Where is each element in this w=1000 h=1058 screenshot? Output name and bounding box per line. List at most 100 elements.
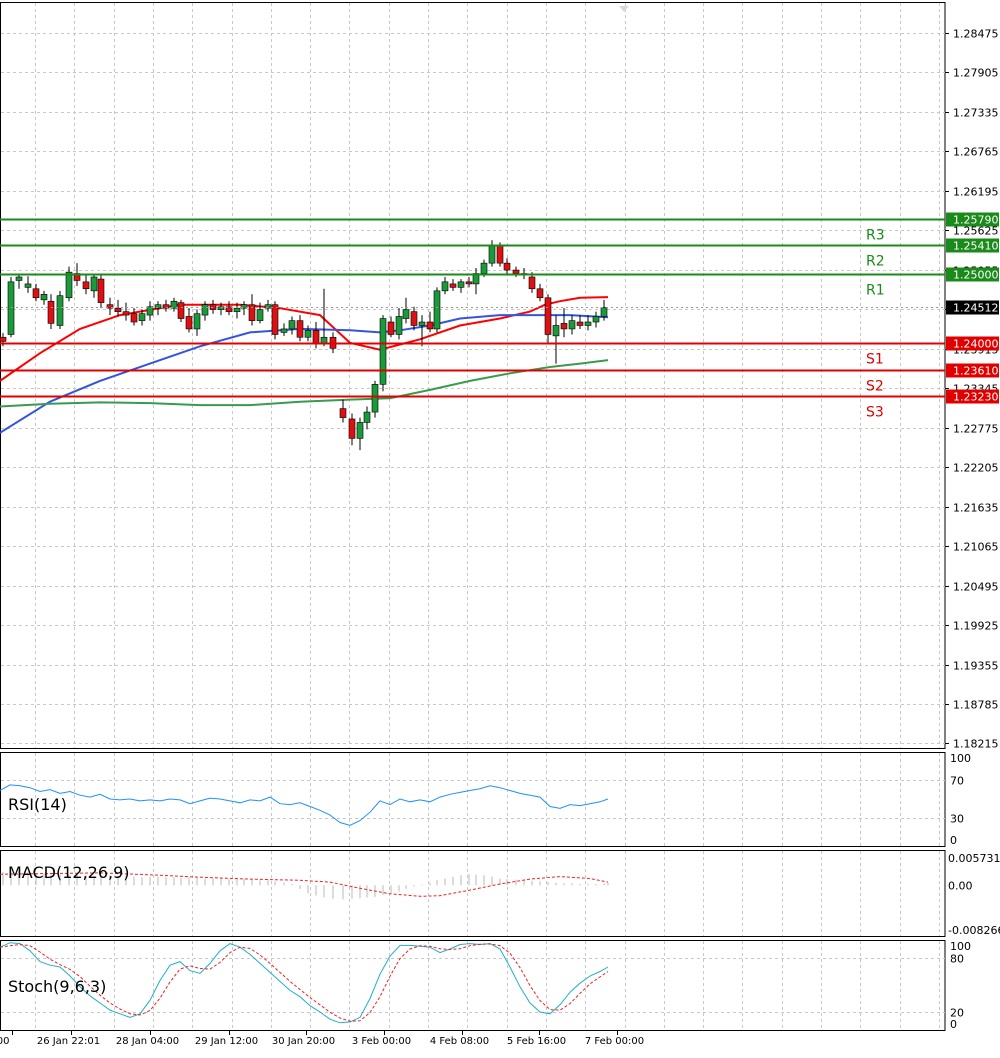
candle-body xyxy=(320,336,328,344)
candle-body xyxy=(162,304,170,309)
x-tick-label: 16:00 xyxy=(0,1036,10,1047)
y-tick-label: 1.28475 xyxy=(953,28,999,41)
x-tick-label: 30 Jan 20:00 xyxy=(272,1036,335,1047)
candle-body xyxy=(387,321,395,335)
x-tick-label: 29 Jan 12:00 xyxy=(195,1036,258,1047)
candle-body xyxy=(339,408,347,418)
candle-body xyxy=(544,297,552,335)
x-tick-label: 5 Feb 16:00 xyxy=(507,1036,566,1047)
candle-body xyxy=(592,316,600,323)
candle-body xyxy=(480,262,488,274)
y-tick-label: 1.18785 xyxy=(953,699,999,712)
level-name-R3: R3 xyxy=(866,228,885,244)
candle-body xyxy=(280,328,288,333)
candle-body xyxy=(496,245,504,264)
level-price-tag-S3 xyxy=(946,389,999,404)
candle-body xyxy=(82,281,90,290)
candle-body xyxy=(233,307,241,312)
level-price-tag-R2 xyxy=(946,238,999,253)
candle-body xyxy=(32,288,40,299)
x-tick-label: 4 Feb 08:00 xyxy=(430,1036,489,1047)
candle-body xyxy=(225,306,233,312)
macd-label: MACD(12,26,9) xyxy=(8,863,130,882)
x-tick-label: 3 Feb 00:00 xyxy=(352,1036,411,1047)
candle-body xyxy=(426,321,434,330)
candle-body xyxy=(97,278,105,303)
level-price-label-R3: 1.25790 xyxy=(953,214,999,227)
candle-body xyxy=(90,276,98,292)
candle-body xyxy=(457,281,465,288)
candle-body xyxy=(402,309,410,319)
candle-body xyxy=(122,311,130,316)
candle-body xyxy=(441,281,449,292)
moving-average-line-1 xyxy=(0,314,609,434)
level-price-tag-R1 xyxy=(946,267,999,282)
rsi-line xyxy=(0,784,609,826)
rsi-y-tick-label: 70 xyxy=(950,775,964,788)
candle-body xyxy=(170,300,178,309)
y-tick-label: 1.21635 xyxy=(953,502,999,515)
macd-y-tick-label: 0.005731 xyxy=(948,852,1000,865)
rsi-y-tick-label: 0 xyxy=(950,834,957,847)
current-price-label: 1.24512 xyxy=(953,302,999,315)
x-tick-label: 7 Feb 00:00 xyxy=(585,1036,644,1047)
candle-body xyxy=(288,320,296,330)
y-tick-label: 1.26195 xyxy=(953,186,999,199)
y-tick-label: 1.22775 xyxy=(953,423,999,436)
candle-body xyxy=(264,304,272,309)
level-price-label-R2: 1.25410 xyxy=(953,240,999,253)
y-tick-label: 1.20495 xyxy=(953,581,999,594)
candle-body xyxy=(24,283,32,288)
candle-body xyxy=(65,271,73,299)
y-tick-label: 1.22205 xyxy=(953,462,999,475)
level-price-label-S1: 1.24000 xyxy=(953,338,999,351)
level-price-label-S3: 1.23230 xyxy=(953,391,999,404)
candle-body xyxy=(256,309,264,321)
candle-body xyxy=(576,321,584,326)
candle-body xyxy=(536,288,544,299)
stoch-y-tick-label: 100 xyxy=(950,940,971,953)
macd-y-tick-label: 0.00 xyxy=(948,880,973,893)
candle-body xyxy=(40,294,48,301)
candle-body xyxy=(528,276,536,290)
level-price-label-R1: 1.25000 xyxy=(953,269,999,282)
candle-body xyxy=(106,304,114,309)
y-tick-label: 1.26765 xyxy=(953,146,999,159)
stoch-label: Stoch(9,6,3) xyxy=(8,977,106,996)
candle-body xyxy=(193,313,201,330)
stoch-signal-line xyxy=(0,943,609,1022)
panel-frame-price xyxy=(0,2,946,749)
candle-body xyxy=(177,302,185,319)
y-tick-label: 1.25625 xyxy=(953,225,999,238)
x-tick-label: 28 Jan 04:00 xyxy=(116,1036,179,1047)
candle-body xyxy=(201,304,209,316)
rsi-label: RSI(14) xyxy=(8,795,67,814)
level-name-S1: S1 xyxy=(866,352,884,368)
candle-body xyxy=(449,283,457,288)
level-price-tag-R3 xyxy=(946,212,999,227)
candle-body xyxy=(465,281,473,285)
candle-body xyxy=(488,245,496,264)
candle-body xyxy=(568,320,576,330)
candle-body xyxy=(248,304,256,321)
candle-body xyxy=(15,276,23,281)
candle-body xyxy=(600,307,608,317)
rsi-y-tick-label: 30 xyxy=(950,813,964,826)
stoch-y-tick-label: 20 xyxy=(950,1007,964,1020)
candle-body xyxy=(395,316,403,335)
stoch-y-tick-label: 80 xyxy=(950,953,964,966)
level-name-S2: S2 xyxy=(866,379,884,395)
y-tick-label: 1.19355 xyxy=(953,660,999,673)
candle-body xyxy=(240,304,248,309)
candle-body xyxy=(356,422,364,439)
level-price-label-S2: 1.23610 xyxy=(953,365,999,378)
candle-body xyxy=(560,323,568,330)
candle-body xyxy=(271,304,279,335)
candle-body xyxy=(7,281,15,335)
candle-body xyxy=(312,330,320,344)
y-tick-label: 1.21065 xyxy=(953,541,999,554)
scroll-marker-icon xyxy=(619,6,629,12)
candle-body xyxy=(418,321,426,326)
y-tick-label: 1.27905 xyxy=(953,67,999,80)
